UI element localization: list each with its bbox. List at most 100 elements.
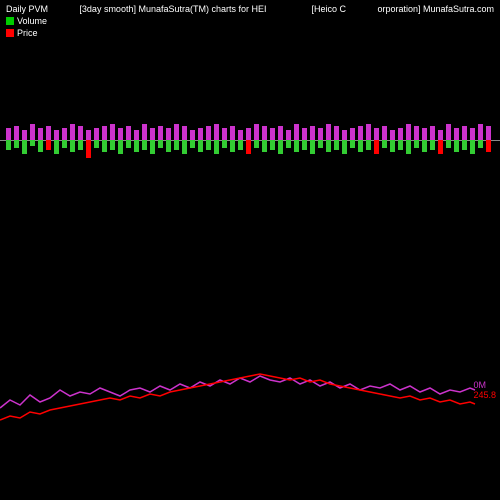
bar-up [374,128,379,140]
legend-price-label: Price [17,28,38,38]
bar-up [286,130,291,140]
bar-up [6,128,11,140]
bar-up [166,128,171,140]
bar-down [382,140,387,148]
bar-down [110,140,115,150]
bar-up [302,128,307,140]
bar-up [326,124,331,140]
bar-down [6,140,11,150]
bar-up [222,128,227,140]
legend-price: Price [6,28,48,38]
bar-down [206,140,211,150]
bar-up [446,124,451,140]
bar-down [86,140,91,158]
bar-down [22,140,27,154]
bar-down [350,140,355,148]
bar-down [254,140,259,148]
volume-bar-chart [0,110,500,170]
bar-up [158,126,163,140]
bar-down [62,140,67,148]
bar-up [46,126,51,140]
bar-up [470,128,475,140]
price-line-chart [0,350,500,450]
bar-up [198,128,203,140]
bar-up [486,126,491,140]
series-volume [0,376,475,408]
bar-down [38,140,43,152]
bar-down [462,140,467,150]
bar-up [262,126,267,140]
bar-down [398,140,403,150]
bar-up [38,128,43,140]
bar-down [14,140,19,148]
bar-up [478,124,483,140]
bar-up [254,124,259,140]
bar-up [310,126,315,140]
bar-up [78,126,83,140]
bar-down [374,140,379,154]
bar-up [238,130,243,140]
bar-up [62,128,67,140]
title-left: Daily PVM [6,4,48,14]
bar-down [302,140,307,150]
legend-volume: Volume [6,16,48,26]
bar-up [174,124,179,140]
bar-down [230,140,235,152]
bar-down [342,140,347,154]
bar-down [430,140,435,150]
bar-up [150,128,155,140]
label-price-value: 245.8 [473,390,496,400]
bar-down [238,140,243,150]
bar-down [30,140,35,146]
bar-down [174,140,179,150]
bar-up [454,128,459,140]
bar-down [134,140,139,152]
bar-up [30,124,35,140]
label-volume-0m: 0M [473,380,496,390]
bar-down [438,140,443,154]
bar-up [206,126,211,140]
bar-up [366,124,371,140]
bar-up [246,128,251,140]
bar-down [454,140,459,152]
bar-up [414,126,419,140]
bar-down [246,140,251,154]
bar-down [478,140,483,148]
bar-up [94,128,99,140]
bar-down [118,140,123,154]
y-labels: 0M 245.8 [473,380,496,400]
bar-down [390,140,395,152]
bar-up [334,126,339,140]
bar-up [350,128,355,140]
bar-up [342,130,347,140]
bar-down [262,140,267,152]
bar-up [190,130,195,140]
bar-down [78,140,83,150]
title-center: [3day smooth] MunafaSutra(TM) charts for… [48,4,377,14]
bar-down [470,140,475,154]
bar-up [110,124,115,140]
bar-up [278,126,283,140]
bar-up [54,130,59,140]
chart-header: Daily PVM Volume Price [3day smooth] Mun… [0,0,500,42]
legend-price-swatch [6,29,14,37]
bar-down [198,140,203,152]
bar-up [358,126,363,140]
bar-up [118,128,123,140]
bar-up [438,130,443,140]
bar-up [294,124,299,140]
bar-down [102,140,107,152]
bar-down [358,140,363,152]
bar-down [326,140,331,152]
bar-up [70,124,75,140]
legend-volume-label: Volume [17,16,47,26]
bar-up [462,126,467,140]
series-price [0,374,475,420]
bar-up [406,124,411,140]
bar-up [422,128,427,140]
bar-up [270,128,275,140]
bar-down [166,140,171,152]
bar-up [22,130,27,140]
bar-up [142,124,147,140]
bar-up [134,130,139,140]
